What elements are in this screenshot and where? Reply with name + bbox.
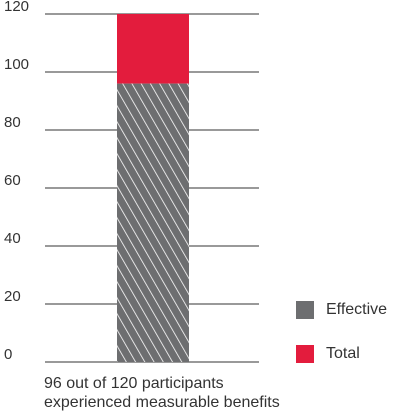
legend: Effective Total bbox=[296, 300, 416, 388]
legend-label-effective: Effective bbox=[326, 301, 388, 318]
caption-line-2: experienced measurable benefits bbox=[44, 394, 280, 411]
bar-effective bbox=[117, 83, 189, 362]
bar-total bbox=[117, 14, 189, 84]
legend-item-total: Total bbox=[296, 344, 416, 364]
y-tick-label-120: 120 bbox=[4, 0, 29, 15]
legend-item-effective: Effective bbox=[296, 300, 416, 320]
legend-swatch-effective bbox=[296, 301, 314, 319]
y-tick-label-20: 20 bbox=[4, 288, 21, 305]
y-tick-label-60: 60 bbox=[4, 172, 21, 189]
caption-line-1: 96 out of 120 participants bbox=[44, 375, 224, 392]
legend-label-total: Total bbox=[326, 345, 360, 362]
y-tick-label-0: 0 bbox=[4, 346, 12, 363]
legend-swatch-total bbox=[296, 345, 314, 363]
chart-caption: 96 out of 120 participants experienced m… bbox=[44, 374, 404, 412]
y-tick-label-80: 80 bbox=[4, 114, 21, 131]
y-tick-label-100: 100 bbox=[4, 56, 29, 73]
y-tick-label-40: 40 bbox=[4, 230, 21, 247]
